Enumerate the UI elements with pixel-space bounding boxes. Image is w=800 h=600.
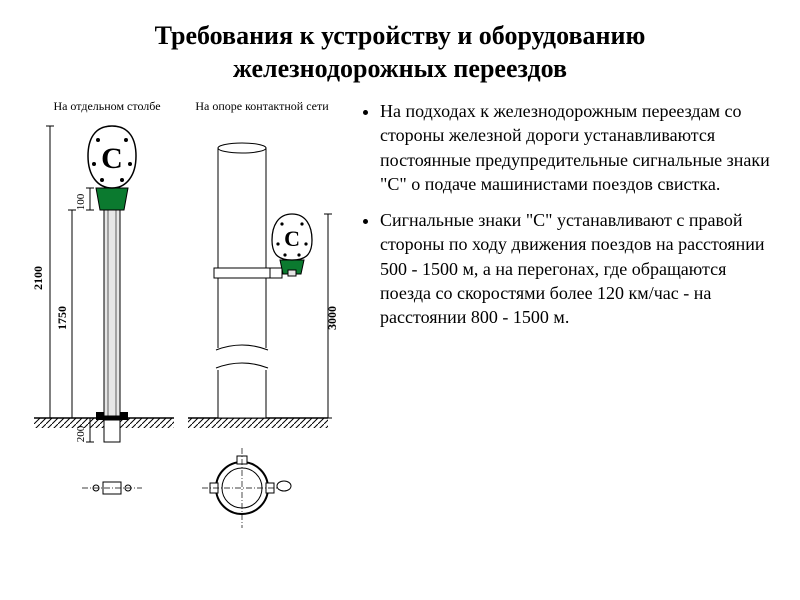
diagram-label-right: На опоре контактной сети (182, 99, 342, 114)
diagram-svg: 200 С (28, 118, 346, 548)
svg-text:200: 200 (75, 425, 87, 442)
diagram-labels: На отдельном столбе На опоре контактной … (28, 99, 346, 118)
sign-head-left: С (88, 126, 136, 188)
diagram-panel: На отдельном столбе На опоре контактной … (28, 99, 346, 548)
mast-break (216, 345, 268, 370)
dim-3000: 3000 (324, 214, 339, 418)
svg-text:3000: 3000 (325, 306, 339, 330)
svg-text:100: 100 (75, 193, 87, 210)
plan-left (82, 482, 142, 494)
diagram-label-left: На отдельном столбе (32, 99, 182, 114)
left-signal: 200 С (31, 126, 174, 494)
plan-right (202, 448, 291, 528)
svg-text:С: С (284, 226, 300, 251)
bullet-list: На подходах к железнодорожным переездам … (360, 99, 772, 330)
dim-1750: 1750 (55, 210, 76, 418)
text-panel: На подходах к железнодорожным переездам … (360, 99, 772, 548)
dim-100: 100 (75, 188, 94, 210)
title-line-1: Требования к устройству и оборудованию (155, 21, 646, 50)
svg-text:С: С (101, 142, 123, 175)
svg-text:1750: 1750 (55, 306, 69, 330)
dim-2100: 2100 (31, 126, 54, 418)
right-signal: С 3000 (188, 143, 339, 528)
title-line-2: железнодорожных переездов (233, 54, 567, 83)
page-title: Требования к устройству и оборудованию ж… (28, 20, 772, 85)
bullet-1: На подходах к железнодорожным переездам … (380, 99, 772, 196)
bullet-2: Сигнальные знаки "С" устанавливают с пра… (380, 208, 772, 329)
svg-text:2100: 2100 (31, 266, 45, 290)
content: На отдельном столбе На опоре контактной … (28, 99, 772, 548)
